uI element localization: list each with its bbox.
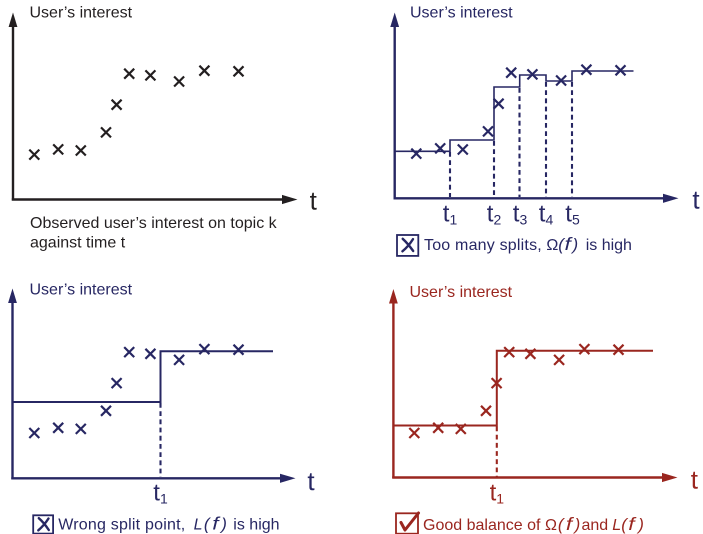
svg-text:f: f (566, 515, 575, 534)
svg-text:User’s interest: User’s interest (410, 5, 513, 22)
svg-text:t5: t5 (565, 200, 580, 227)
svg-text:f: f (565, 235, 574, 254)
svg-text:against time t: against time t (30, 235, 126, 252)
svg-text:): ) (573, 515, 581, 534)
svg-text:t4: t4 (539, 200, 554, 227)
svg-text:is high: is high (586, 237, 632, 254)
svg-text:): ) (219, 514, 227, 533)
svg-text:(: ( (621, 515, 629, 534)
svg-text:): ) (571, 235, 579, 254)
svg-text:Observed user’s interest on to: Observed user’s interest on topic k (30, 215, 278, 232)
svg-text:t: t (692, 184, 700, 214)
svg-text:L: L (194, 516, 203, 533)
svg-text:and: and (582, 517, 609, 534)
svg-text:t2: t2 (487, 200, 502, 227)
svg-text:is high: is high (233, 516, 279, 533)
svg-text:(: ( (558, 235, 566, 254)
svg-text:t: t (691, 465, 699, 495)
svg-text:t1: t1 (153, 479, 168, 506)
svg-text:t1: t1 (490, 479, 505, 506)
svg-text:Good balance of: Good balance of (423, 517, 541, 534)
svg-text:Wrong split point,: Wrong split point, (58, 516, 185, 533)
svg-text:t3: t3 (513, 200, 528, 227)
svg-text:User’s interest: User’s interest (410, 284, 513, 301)
svg-text:Ω: Ω (545, 517, 557, 534)
svg-text:User’s interest: User’s interest (30, 282, 133, 299)
svg-text:t: t (310, 185, 318, 215)
svg-text:L: L (612, 517, 621, 534)
svg-text:Ω: Ω (546, 237, 558, 254)
svg-text:): ) (636, 515, 644, 534)
svg-text:Too many splits,: Too many splits, (424, 237, 542, 254)
svg-text:t1: t1 (443, 200, 458, 227)
svg-text:f: f (212, 514, 221, 533)
svg-text:(: ( (558, 515, 566, 534)
svg-text:t: t (307, 466, 315, 496)
svg-text:(: ( (204, 514, 212, 533)
svg-text:User’s interest: User’s interest (30, 5, 133, 22)
svg-text:f: f (628, 515, 637, 534)
